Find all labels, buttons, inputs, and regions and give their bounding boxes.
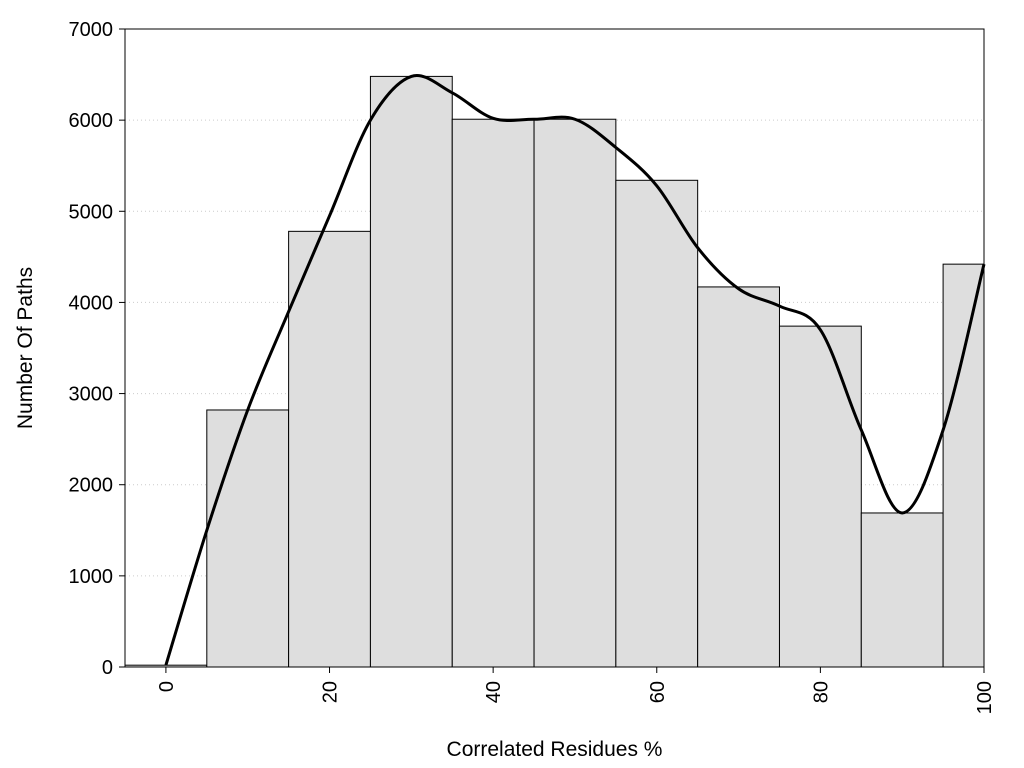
smoothed-curve xyxy=(164,74,986,666)
bar xyxy=(615,179,699,668)
y-tick-label: 2000 xyxy=(69,475,114,497)
bar xyxy=(369,75,453,668)
x-tick-label: 100 xyxy=(974,681,996,714)
y-axis-ticks: 0 1000 2000 3000 4000 5000 6000 7000 xyxy=(69,19,125,679)
y-tick-label: 3000 xyxy=(69,384,114,406)
plot-frame xyxy=(124,28,985,668)
y-tick-label: 0 xyxy=(102,657,113,679)
x-axis-ticks: 0 20 40 60 80 100 xyxy=(156,667,996,714)
y-tick-label: 1000 xyxy=(69,566,114,588)
bar xyxy=(942,263,985,668)
x-tick-label: 60 xyxy=(647,681,669,703)
x-tick-label: 80 xyxy=(810,681,832,703)
bar xyxy=(778,325,862,668)
bar xyxy=(697,286,780,668)
y-tick-label: 6000 xyxy=(69,110,114,132)
y-axis-title: Number Of Paths xyxy=(14,267,37,429)
x-axis-title: Correlated Residues % xyxy=(447,738,663,761)
x-tick-label: 0 xyxy=(156,681,178,692)
y-tick-label: 7000 xyxy=(69,19,114,41)
x-tick-label: 40 xyxy=(483,681,505,703)
y-tick-label: 5000 xyxy=(69,201,114,223)
bar xyxy=(533,118,617,668)
bar xyxy=(451,118,535,668)
bar xyxy=(206,409,290,668)
bar xyxy=(860,512,944,668)
x-tick-label: 20 xyxy=(320,681,342,703)
bar xyxy=(288,230,371,668)
y-tick-label: 4000 xyxy=(69,292,114,314)
bars xyxy=(124,75,985,668)
curve-line xyxy=(164,74,986,666)
